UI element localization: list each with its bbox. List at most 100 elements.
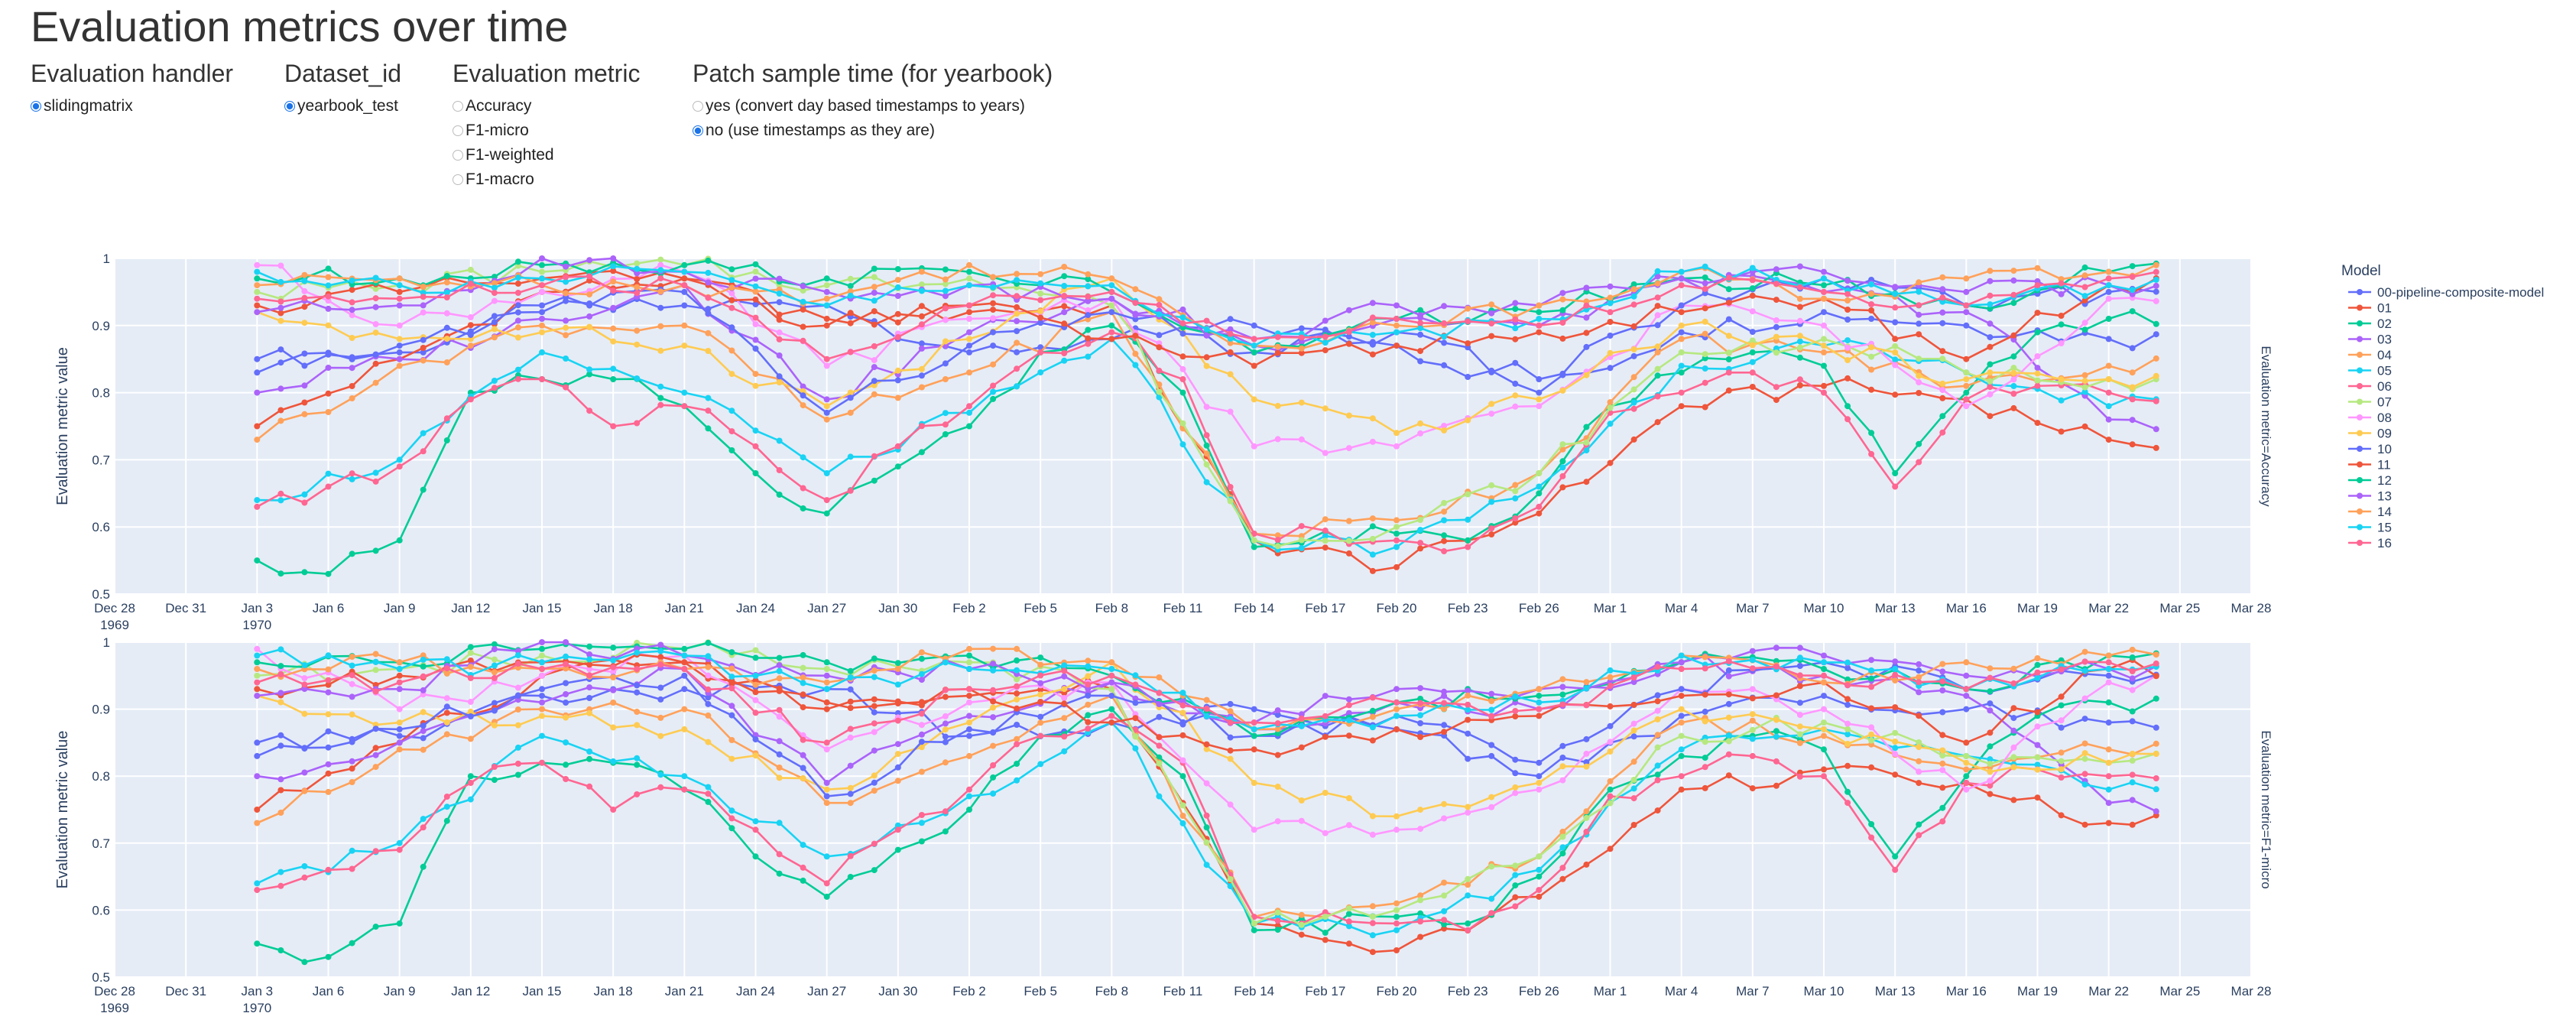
legend-item[interactable]: 03	[2348, 333, 2392, 347]
data-point	[1014, 741, 1020, 748]
evaluation-metric-label: Evaluation metric	[453, 60, 641, 87]
data-point	[563, 356, 569, 362]
data-point	[1939, 286, 1946, 293]
data-point	[1085, 719, 1092, 726]
data-point	[2010, 727, 2017, 734]
legend-item[interactable]: 07	[2348, 395, 2392, 410]
data-point	[990, 395, 997, 402]
data-point	[823, 666, 830, 672]
data-point	[1156, 734, 1163, 741]
data-point	[634, 761, 641, 768]
radio-option-accuracy[interactable]: Accuracy	[453, 94, 640, 119]
data-point	[634, 327, 641, 334]
data-point	[1203, 839, 1210, 846]
data-point	[1821, 382, 1827, 389]
legend-item[interactable]: 14	[2348, 505, 2392, 519]
radio-selected-icon[interactable]	[31, 101, 41, 112]
legend-item[interactable]: 13	[2348, 489, 2392, 504]
legend-item[interactable]: 06	[2348, 379, 2392, 394]
legend-item[interactable]: 10	[2348, 442, 2392, 456]
data-point	[563, 761, 569, 768]
data-point	[1559, 464, 1566, 471]
data-point	[1512, 336, 1519, 343]
data-point	[2058, 749, 2065, 756]
data-point	[1678, 302, 1685, 309]
data-point	[1369, 535, 1376, 542]
data-point	[1156, 760, 1163, 767]
data-point	[1844, 375, 1851, 382]
data-point	[1939, 320, 1946, 326]
legend-item[interactable]: 09	[2348, 427, 2392, 441]
data-point	[776, 685, 783, 692]
data-point	[2129, 287, 2136, 294]
data-point	[396, 362, 403, 369]
data-point	[420, 673, 427, 680]
legend-item[interactable]: 11	[2348, 458, 2391, 472]
radio-option-slidingmatrix[interactable]: slidingmatrix	[31, 94, 233, 119]
data-point	[1749, 648, 1756, 654]
data-point	[1488, 531, 1495, 537]
legend-item[interactable]: 05	[2348, 364, 2392, 378]
legend-marker-swatch	[2357, 320, 2363, 326]
data-point	[1749, 359, 1756, 365]
data-point	[325, 265, 332, 272]
data-point	[420, 722, 427, 729]
data-point	[372, 469, 379, 476]
data-point	[277, 732, 284, 739]
data-point	[1536, 490, 1543, 497]
radio-option-yearbook-test[interactable]: yearbook_test	[284, 94, 401, 119]
data-point	[966, 268, 972, 275]
radio-selected-icon[interactable]	[693, 125, 703, 136]
legend-item[interactable]: 01	[2348, 301, 2392, 316]
data-point	[254, 679, 261, 686]
data-point	[1844, 720, 1851, 727]
data-point	[752, 301, 759, 307]
radio-unselected-icon[interactable]	[453, 125, 463, 136]
radio-option-f1-weighted[interactable]: F1-weighted	[453, 143, 640, 167]
data-point	[1536, 786, 1543, 793]
data-point	[1987, 782, 1994, 789]
data-point	[491, 280, 498, 287]
radio-option-f1-macro[interactable]: F1-macro	[453, 167, 640, 192]
legend-item[interactable]: 02	[2348, 317, 2392, 331]
data-point	[1630, 386, 1637, 393]
x-tick-label: Jan 27	[807, 984, 846, 998]
radio-unselected-icon[interactable]	[453, 150, 463, 161]
data-point	[1298, 334, 1305, 341]
radio-unselected-icon[interactable]	[453, 101, 463, 112]
radio-selected-icon[interactable]	[284, 101, 295, 112]
legend-item[interactable]: 12	[2348, 473, 2392, 488]
data-point	[1156, 301, 1163, 308]
legend-item[interactable]: 16	[2348, 536, 2392, 550]
data-point	[1203, 812, 1210, 819]
data-point	[1987, 688, 1994, 695]
data-point	[1987, 391, 1994, 398]
data-point	[2010, 291, 2017, 298]
data-point	[563, 384, 569, 391]
data-point	[918, 731, 925, 738]
data-point	[301, 362, 308, 369]
data-point	[1796, 773, 1803, 780]
data-point	[1678, 686, 1685, 693]
radio-option-yes-convert[interactable]: yes (convert day based timestamps to yea…	[693, 94, 1053, 119]
radio-option-f1-micro[interactable]: F1-micro	[453, 119, 640, 143]
data-point	[1559, 850, 1566, 857]
data-point	[2058, 313, 2065, 319]
legend-item[interactable]: 15	[2348, 521, 2392, 535]
legend-item[interactable]: 00-pipeline-composite-model	[2348, 285, 2544, 300]
radio-option-no-as-is[interactable]: no (use timestamps as they are)	[693, 119, 1053, 143]
data-point	[254, 686, 261, 693]
legend-item[interactable]: 04	[2348, 348, 2392, 362]
data-point	[1037, 654, 1044, 661]
radio-unselected-icon[interactable]	[453, 174, 463, 185]
radio-unselected-icon[interactable]	[693, 101, 703, 112]
data-point	[1868, 667, 1875, 674]
data-point	[514, 692, 521, 699]
data-point	[2034, 377, 2041, 384]
data-point	[2105, 376, 2112, 382]
legend-item[interactable]: 08	[2348, 411, 2392, 425]
data-point	[871, 720, 878, 727]
data-point	[1607, 739, 1614, 745]
data-point	[871, 696, 878, 703]
data-point	[918, 812, 925, 818]
